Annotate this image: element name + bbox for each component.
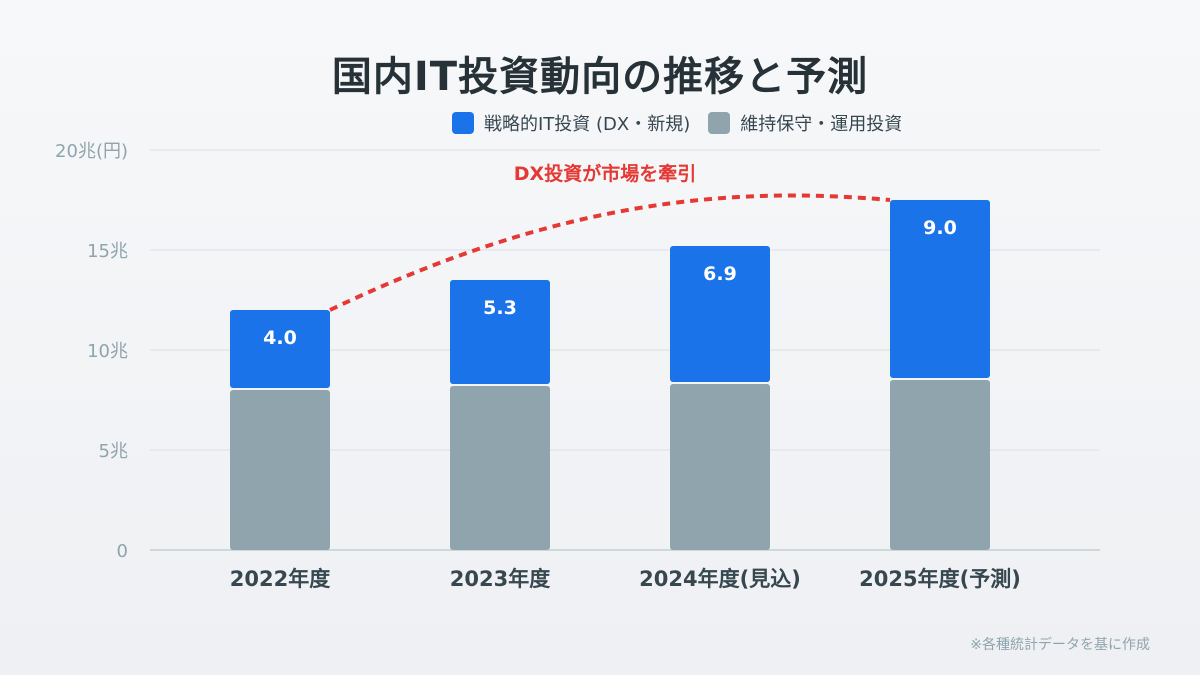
y-tick-label: 15兆 (87, 241, 128, 262)
legend-label-maintenance: 維持保守・運用投資 (740, 114, 903, 135)
bar-maintenance (890, 380, 990, 550)
legend-item-strategic: 戦略的IT投資 (DX・新規) (452, 110, 690, 136)
y-tick-label: 0 (117, 541, 128, 562)
bar-strategic (890, 200, 990, 378)
data-label-strategic: 9.0 (923, 217, 957, 239)
annotation-label: DX投資が市場を牽引 (514, 162, 696, 185)
bar-strategic (450, 280, 550, 384)
data-label-strategic: 6.9 (703, 263, 737, 285)
bar-maintenance (450, 386, 550, 550)
x-tick-label: 2025年度(予測) (859, 567, 1021, 591)
data-label-strategic: 4.0 (263, 327, 297, 349)
y-tick-label: 20兆(円) (55, 141, 128, 162)
x-tick-label: 2022年度 (230, 567, 330, 591)
x-tick-label: 2023年度 (450, 567, 550, 591)
legend-item-maintenance: 維持保守・運用投資 (708, 110, 902, 136)
bar-strategic (670, 246, 770, 382)
x-tick-label: 2024年度(見込) (639, 567, 801, 591)
y-tick-label: 10兆 (87, 341, 128, 362)
legend-label-strategic: 戦略的IT投資 (DX・新規) (484, 114, 691, 135)
chart-title: 国内IT投資動向の推移と予測 (331, 54, 869, 100)
legend-swatch-maintenance (708, 112, 731, 134)
data-label-strategic: 5.3 (483, 297, 517, 319)
source-note: ※各種統計データを基に作成 (970, 637, 1150, 653)
bar-maintenance (230, 390, 330, 550)
bar-strategic (230, 310, 330, 388)
chart-legend: 戦略的IT投資 (DX・新規) 維持保守・運用投資 (452, 110, 902, 136)
legend-swatch-strategic (452, 112, 474, 134)
trend-annotation-line (329, 193, 891, 312)
bar-maintenance (670, 384, 770, 550)
y-tick-label: 5兆 (99, 441, 128, 462)
